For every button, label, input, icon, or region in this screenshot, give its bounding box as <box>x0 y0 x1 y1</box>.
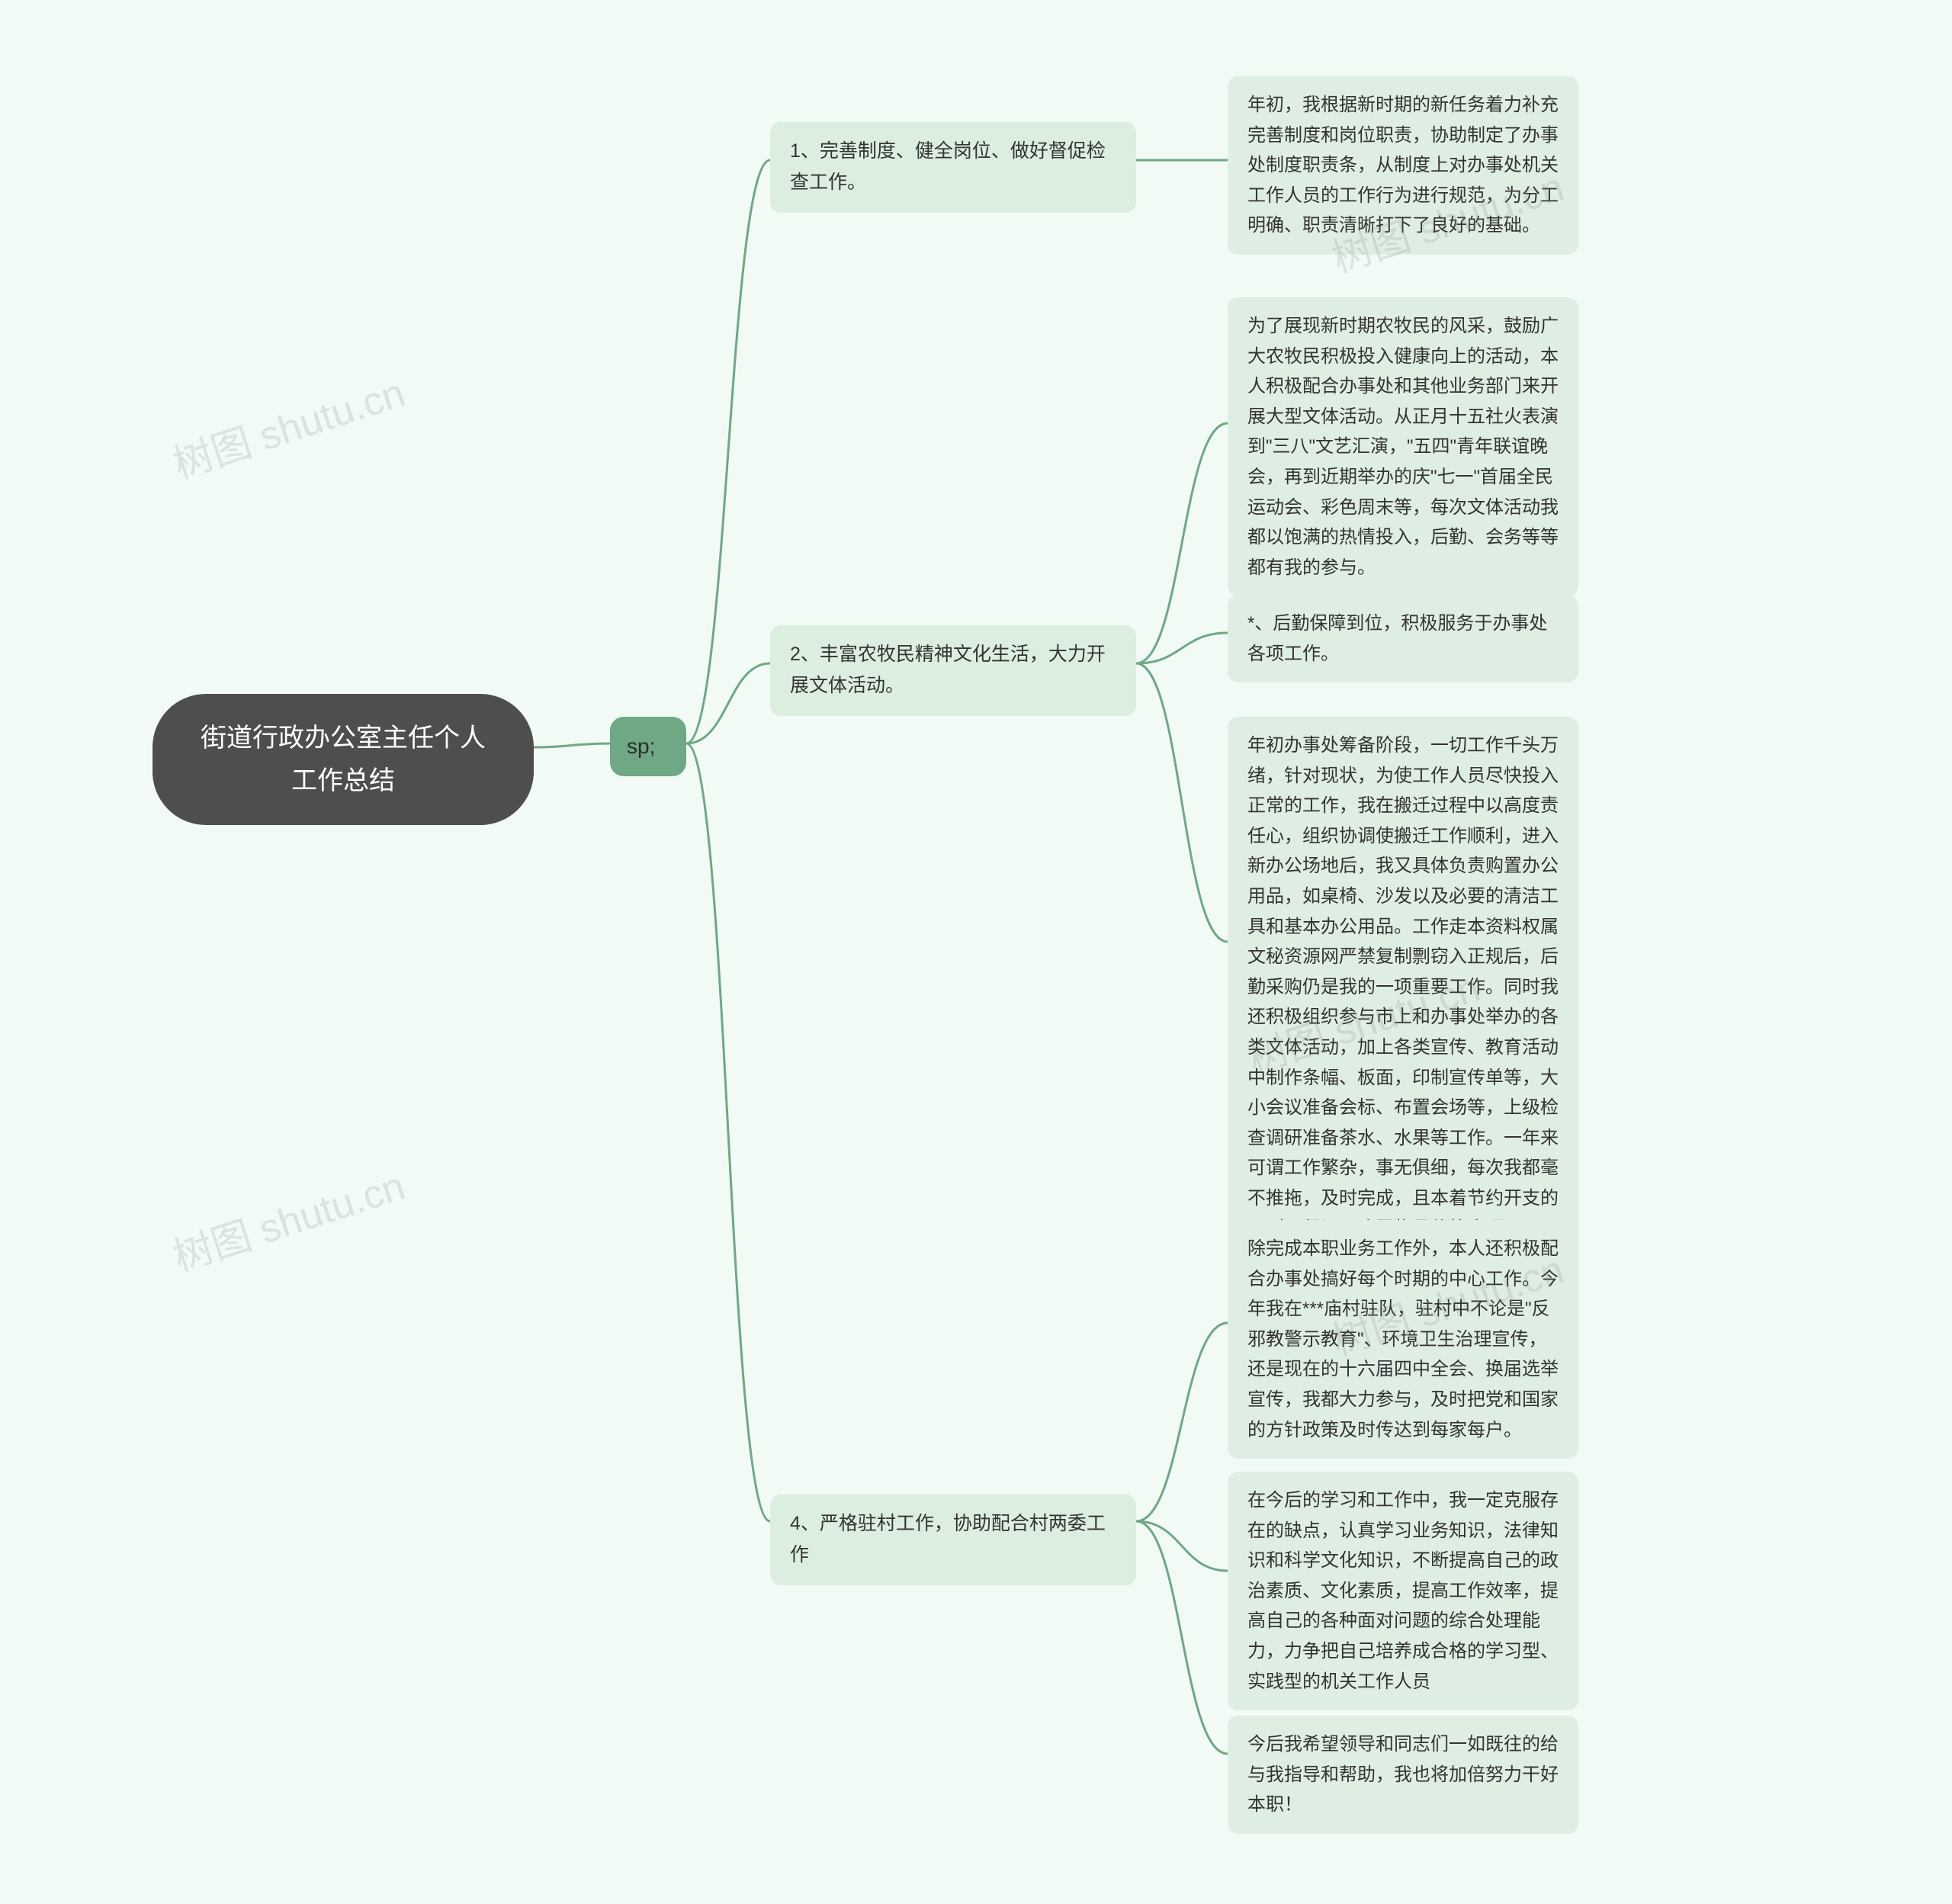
root-node[interactable]: 街道行政办公室主任个人 工作总结 <box>152 694 534 825</box>
leaf-node-1-0[interactable]: 为了展现新时期农牧民的风采，鼓励广大农牧民积极投入健康向上的活动，本人积极配合办… <box>1228 297 1578 596</box>
edge <box>686 743 770 1521</box>
edge <box>686 663 770 743</box>
branch-node-2[interactable]: 4、严格驻村工作，协助配合村两委工作 <box>770 1495 1136 1585</box>
watermark: 树图 shutu.cn <box>165 1154 411 1283</box>
edge <box>1136 1521 1228 1571</box>
edge <box>1136 423 1228 663</box>
leaf-node-2-0[interactable]: 除完成本职业务工作外，本人还积极配合办事处搞好每个时期的中心工作。今年我在***… <box>1228 1220 1578 1459</box>
edge-layer <box>0 0 1952 1904</box>
edge <box>1136 1521 1228 1754</box>
watermark: 树图 shutu.cn <box>165 361 411 490</box>
leaf-node-0-0[interactable]: 年初，我根据新时期的新任务着力补充完善制度和岗位职责，协助制定了办事处制度职责条… <box>1228 76 1578 255</box>
branch-node-1[interactable]: 2、丰富农牧民精神文化生活，大力开展文体活动。 <box>770 625 1136 716</box>
level1-node[interactable]: sp; <box>610 717 686 776</box>
edge <box>534 743 610 747</box>
mindmap-canvas: 街道行政办公室主任个人 工作总结 sp; 1、完善制度、健全岗位、做好督促检查工作。… <box>0 0 1952 1904</box>
branch-node-0[interactable]: 1、完善制度、健全岗位、做好督促检查工作。 <box>770 122 1136 213</box>
edge <box>1136 1323 1228 1521</box>
edge <box>686 160 770 743</box>
edge <box>1136 663 1228 942</box>
edge <box>1136 633 1228 663</box>
leaf-node-1-1[interactable]: *、后勤保障到位，积极服务于办事处各项工作。 <box>1228 595 1578 682</box>
leaf-node-2-2[interactable]: 今后我希望领导和同志们一如既往的给与我指导和帮助，我也将加倍努力干好本职！ <box>1228 1716 1578 1834</box>
leaf-node-1-2[interactable]: 年初办事处筹备阶段，一切工作千头万绪，针对现状，为使工作人员尽快投入正常的工作，… <box>1228 717 1578 1257</box>
leaf-node-2-1[interactable]: 在今后的学习和工作中，我一定克服存在的缺点，认真学习业务知识，法律知识和科学文化… <box>1228 1472 1578 1710</box>
